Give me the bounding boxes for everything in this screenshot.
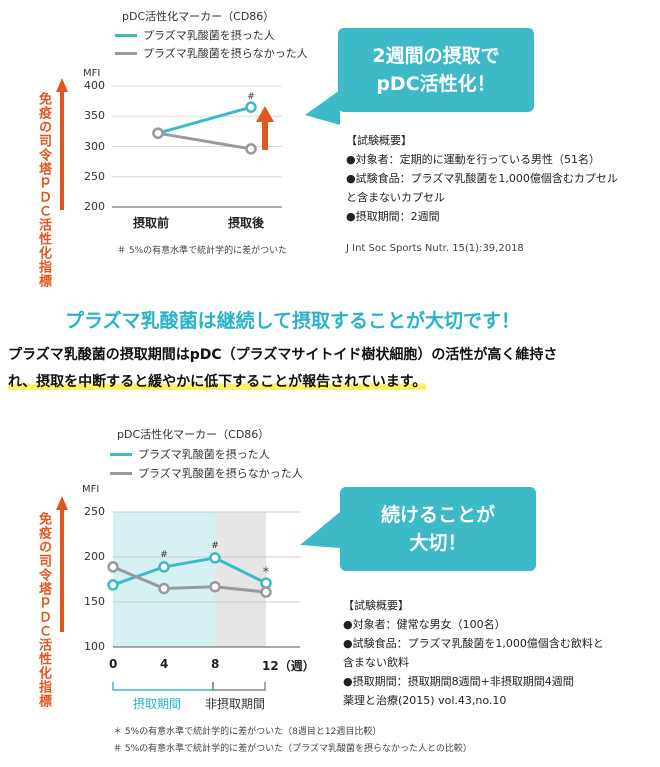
- x-tick-label: 12（週）: [262, 659, 315, 673]
- data-point: [152, 127, 164, 139]
- bubble-line: 大切！: [409, 532, 467, 554]
- series-line: [112, 556, 267, 587]
- chart1-xtick-after: 摂取後: [228, 216, 265, 230]
- significance-mark: #: [160, 550, 168, 560]
- summary-heading: 【試験概要】: [343, 599, 409, 612]
- chart2-plot: # # ＊: [107, 541, 272, 598]
- chart2-bubble-tail: [300, 512, 340, 548]
- chart1-axis-arrow-shaft: [60, 90, 64, 210]
- chart2-note-star: ＊ 5%の有意水準で統計学的に差がついた（8週目と12週目比較）: [113, 727, 382, 737]
- legend-label: プラズマ乳酸菌を摂った人: [143, 29, 275, 42]
- summary-line: ●摂取期間：2週間: [346, 210, 440, 223]
- chart1-ylabel: MFI: [83, 68, 101, 79]
- summary-line: ●試験食品：プラズマ乳酸菌を1,000億個含むカプセル: [346, 172, 618, 185]
- nonintake-bracket: [212, 682, 266, 691]
- summary-line: と含まないカプセル: [346, 191, 445, 204]
- chart1-xtick-before: 摂取前: [133, 216, 170, 230]
- x-tick-label: 8: [211, 657, 220, 671]
- bubble-line: 2週間の摂取で: [372, 45, 500, 67]
- chart1-axis-arrowhead: [56, 78, 68, 92]
- legend-label: プラズマ乳酸菌を摂らなかった人: [138, 467, 303, 480]
- legend-label: プラズマ乳酸菌を摂った人: [138, 448, 270, 461]
- chart1-note: ＃ 5%の有意水準で統計学的に差がついた: [117, 246, 288, 256]
- chart2-shading: [113, 512, 266, 647]
- summary-line: ●対象者：定期的に運動を行っている男性（51名）: [346, 153, 601, 166]
- y-tick-label: 350: [84, 109, 105, 123]
- chart1-bubble: 2週間の摂取で pDC活性化！: [338, 28, 534, 112]
- legend-line-gray: [110, 471, 132, 475]
- chart2-grid: [113, 511, 300, 648]
- series-line: [112, 565, 267, 594]
- chart1-summary: 【試験概要】 ●対象者：定期的に運動を行っている男性（51名） ●試験食品：プラ…: [346, 131, 618, 226]
- chart2-legend-taken: プラズマ乳酸菌を摂った人: [110, 446, 270, 462]
- body-text: プラズマ乳酸菌の摂取期間はpDC（プラズマサイトイド樹状細胞）の活性が高く維持さ…: [8, 342, 658, 396]
- data-point: [158, 582, 170, 595]
- y-tick-label: 250: [84, 505, 105, 518]
- body-line-2-wrap: れ、摂取を中断すると緩やかに低下することが報告されています。: [8, 369, 658, 396]
- data-point: [107, 579, 119, 591]
- significance-mark: #: [247, 92, 255, 102]
- chart1-legend-not-taken: プラズマ乳酸菌を摂らなかった人: [115, 45, 308, 61]
- data-point: [209, 580, 221, 593]
- body-line-1: プラズマ乳酸菌の摂取期間はpDC（プラズマサイトイド樹状細胞）の活性が高く維持さ: [8, 347, 558, 363]
- legend-label: プラズマ乳酸菌を摂らなかった人: [143, 47, 308, 60]
- legend-line-gray: [115, 51, 137, 55]
- chart1-plot: #: [152, 92, 257, 155]
- chart2-ylabel: MFI: [82, 484, 100, 495]
- x-tick-label: 0: [109, 657, 118, 671]
- summary-line: 含まない飲料: [343, 656, 409, 669]
- chart2-summary: 【試験概要】 ●対象者：健常な男女（100名） ●試験食品：プラズマ乳酸菌を1,…: [343, 596, 604, 710]
- summary-line: ●対象者：健常な男女（100名）: [343, 618, 506, 631]
- x-tick-label: 4: [160, 657, 169, 671]
- chart2-vertical-label: 免疫の司令塔ｐＤＣ活性化指標: [36, 512, 51, 708]
- y-tick-label: 250: [84, 169, 105, 183]
- bubble-line: 続けることが: [380, 504, 495, 526]
- period-intake: 摂取期間: [133, 697, 182, 711]
- intake-bracket: [112, 682, 214, 691]
- chart2-bubble: 続けることが 大切！: [340, 487, 536, 571]
- chart2-axis-arrow-shaft: [60, 508, 64, 632]
- chart1-svg: #: [56, 78, 340, 210]
- significance-mark: #: [211, 541, 219, 551]
- y-tick-label: 200: [84, 200, 105, 213]
- data-point: [245, 101, 257, 113]
- series-line: [157, 105, 252, 135]
- chart1-rise-arrow-shaft: [262, 120, 268, 150]
- data-point: [107, 561, 119, 573]
- legend-line-teal: [115, 33, 137, 37]
- chart1-bubble-tail: [305, 90, 340, 125]
- bubble-line: pDC活性化！: [376, 73, 496, 95]
- y-tick-label: 100: [84, 640, 105, 653]
- data-point: [209, 552, 221, 564]
- chart2-note-hash: ＃ 5%の有意水準で統計学的に差がついた（プラズマ乳酸菌を摂らなかった人との比較…: [113, 744, 472, 754]
- significance-mark: ＊: [261, 566, 270, 576]
- y-tick-label: 200: [84, 550, 105, 563]
- y-tick-label: 300: [84, 139, 105, 153]
- chart1-rise-arrow-head: [256, 106, 274, 122]
- chart1-legend-taken: プラズマ乳酸菌を摂った人: [115, 27, 275, 43]
- data-point: [158, 561, 170, 573]
- data-point: [260, 577, 272, 589]
- y-tick-label: 150: [84, 595, 105, 608]
- chart2-axis-arrowhead: [56, 496, 68, 510]
- chart2-title: pDC活性化マーカー（CD86）: [117, 428, 270, 441]
- summary-line: ●摂取期間：摂取期間8週間+非摂取期間4週間: [343, 675, 574, 688]
- chart1-citation: J Int Soc Sports Nutr. 15(1):39,2018: [346, 243, 524, 254]
- summary-citation: 薬理と治療(2015) vol.43,no.10: [343, 694, 507, 707]
- data-point: [245, 143, 257, 155]
- period-nonintake: 非摂取期間: [205, 697, 266, 711]
- headline: プラズマ乳酸菌は継続して摂取することが大切です！: [65, 310, 521, 332]
- data-point: [260, 586, 272, 598]
- series-line: [157, 131, 252, 151]
- y-tick-label: 400: [84, 79, 105, 92]
- summary-heading: 【試験概要】: [346, 134, 412, 147]
- body-line-2: れ、摂取を中断すると緩やかに低下することが報告されています。: [8, 374, 427, 390]
- chart1-title: pDC活性化マーカー（CD86）: [122, 10, 275, 23]
- summary-line: ●試験食品：プラズマ乳酸菌を1,000億個含む飲料と: [343, 637, 604, 650]
- legend-line-teal: [110, 452, 132, 456]
- chart2-legend-not-taken: プラズマ乳酸菌を摂らなかった人: [110, 465, 303, 481]
- chart1-vertical-label: 免疫の司令塔ｐＤＣ活性化指標: [36, 92, 51, 288]
